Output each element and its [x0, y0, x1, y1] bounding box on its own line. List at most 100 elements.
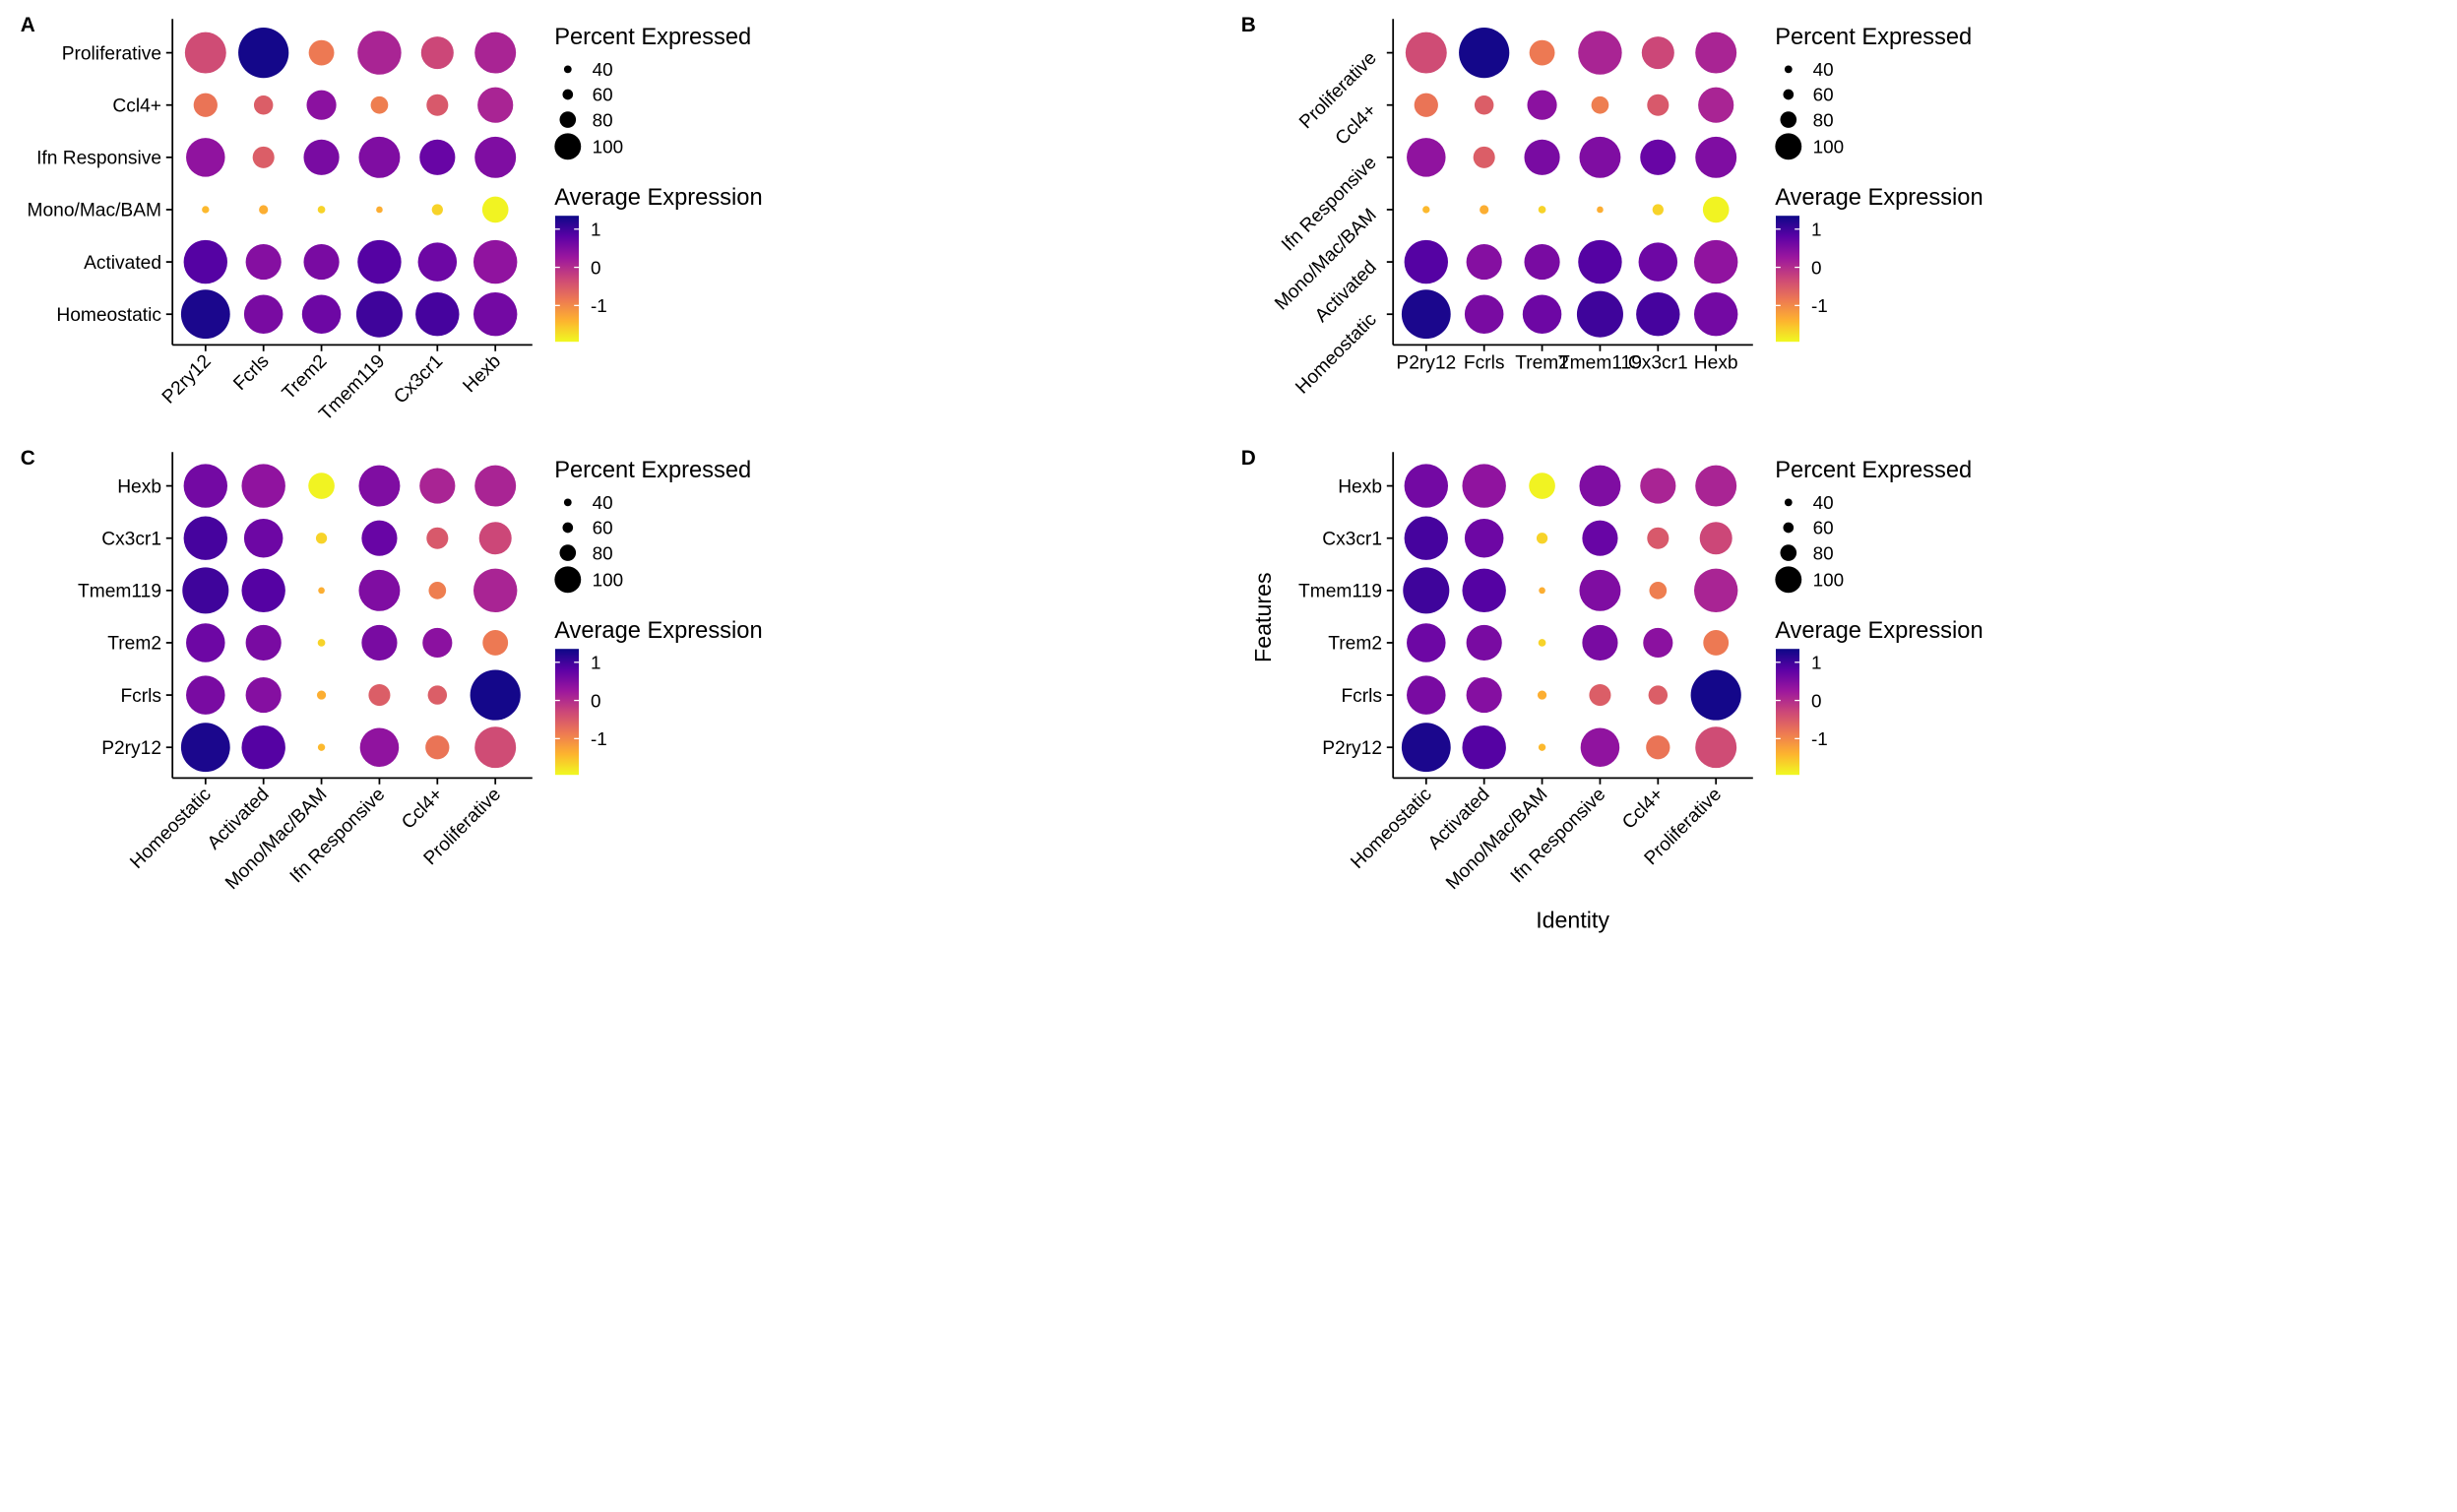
x-tick-label: Fcrls: [1464, 352, 1505, 373]
dot-ccl4-tmem119: [1649, 581, 1668, 599]
x-tick-label: P2ry12: [1396, 352, 1456, 373]
color-legend-label: 1: [1811, 653, 1822, 673]
x-tick-label: Homeostatic: [1347, 784, 1436, 873]
dot-ifn-responsive-tmem119: [1579, 136, 1621, 178]
size-legend-title: Percent Expressed: [1775, 25, 1972, 50]
dot-activated-hexb: [472, 239, 518, 284]
size-legend-label: 100: [1813, 138, 1845, 158]
dot-ifn-responsive-hexb: [474, 136, 517, 178]
y-tick-label: Trem2: [107, 634, 161, 655]
dot-homeostatic-cx3cr1: [183, 516, 228, 560]
dot-ccl4-tmem119: [428, 581, 447, 599]
dot-ccl4-hexb: [477, 87, 514, 123]
dot-activated-trem2: [1524, 244, 1560, 281]
dot-activated-fcrls: [245, 677, 282, 714]
y-tick-label: Activated: [84, 253, 161, 274]
y-tick-label: Hexb: [117, 476, 161, 497]
size-legend-label: 100: [593, 571, 624, 592]
legend: Percent Expressed 40 60 80 100 Average Expres…: [554, 25, 763, 343]
dot-ifn-responsive-tmem119: [1579, 569, 1621, 611]
dot-homeostatic-cx3cr1: [1404, 516, 1449, 560]
dot-mono-mac-bam-hexb: [1529, 472, 1555, 499]
dot-homeostatic-cx3cr1: [415, 291, 460, 337]
dot-mono-mac-bam-trem2: [317, 206, 326, 214]
y-tick-label: Homeostatic: [1292, 309, 1381, 399]
dot-ccl4-trem2: [306, 90, 337, 120]
x-tick-label: Hexb: [460, 351, 506, 398]
dot-mono-mac-bam-trem2: [1538, 639, 1546, 647]
size-legend-key: [562, 89, 574, 100]
dot-activated-fcrls: [245, 244, 282, 281]
size-legend-key: [559, 544, 577, 561]
dot-mono-mac-bam-p2ry12: [202, 206, 210, 214]
dot-mono-mac-bam-hexb: [1702, 196, 1730, 223]
dot-proliferative-fcrls: [1459, 28, 1510, 79]
x-tick-label: Mono/Mac/BAM: [1442, 785, 1551, 894]
dot-ccl4-p2ry12: [1414, 93, 1438, 117]
size-legend-label: 80: [1813, 110, 1834, 131]
dot-mono-mac-bam-tmem119: [318, 587, 325, 595]
y-tick-label: Tmem119: [78, 582, 161, 602]
dot-ccl4-fcrls: [1474, 94, 1494, 115]
dot-ccl4-cx3cr1: [426, 527, 449, 549]
color-legend-label: -1: [1811, 729, 1828, 750]
color-legend-label: 0: [591, 258, 601, 279]
size-legend-label: 80: [1813, 543, 1834, 564]
dot-homeostatic-trem2: [186, 623, 225, 662]
dot-ccl4-cx3cr1: [1647, 94, 1670, 116]
dot-activated-cx3cr1: [1464, 518, 1504, 558]
y-tick-label: Cx3cr1: [101, 529, 161, 549]
dot-homeostatic-trem2: [1522, 294, 1562, 334]
dot-mono-mac-bam-tmem119: [1597, 206, 1604, 214]
y-tick-label: Ccl4+: [112, 95, 161, 116]
dot-proliferative-trem2: [308, 39, 335, 66]
dot-mono-mac-bam-tmem119: [376, 206, 383, 214]
dot-activated-p2ry12: [1404, 239, 1449, 284]
dot-ifn-responsive-cx3cr1: [1640, 139, 1676, 175]
dot-proliferative-hexb: [474, 32, 517, 74]
dot-proliferative-hexb: [1695, 465, 1737, 507]
color-legend-label: 0: [1811, 691, 1822, 712]
dot-ccl4-hexb: [1640, 468, 1676, 504]
dot-homeostatic-tmem119: [355, 290, 403, 338]
dot-activated-hexb: [1462, 464, 1506, 508]
dot-mono-mac-bam-fcrls: [1480, 205, 1489, 215]
dot-proliferative-p2ry12: [1695, 726, 1737, 769]
dot-ifn-responsive-cx3cr1: [361, 520, 398, 556]
dot-homeostatic-fcrls: [186, 675, 225, 715]
dot-ifn-responsive-p2ry12: [359, 727, 400, 767]
size-legend-title: Percent Expressed: [1775, 458, 1972, 483]
y-tick-label: Fcrls: [120, 686, 161, 707]
size-legend-key: [1775, 133, 1802, 160]
dot-activated-p2ry12: [183, 239, 228, 284]
dot-activated-cx3cr1: [417, 242, 458, 282]
size-legend-label: 100: [1813, 571, 1845, 592]
size-legend-key: [554, 133, 582, 160]
dot-ifn-responsive-trem2: [1524, 139, 1560, 175]
dot-ccl4-cx3cr1: [426, 94, 449, 116]
dot-mono-mac-bam-tmem119: [1539, 587, 1545, 595]
y-tick-label: Mono/Mac/BAM: [28, 201, 162, 221]
size-legend-title: Percent Expressed: [554, 25, 751, 50]
dot-proliferative-cx3cr1: [478, 522, 512, 555]
dot-ifn-responsive-tmem119: [358, 569, 401, 611]
dot-ifn-responsive-cx3cr1: [1582, 520, 1618, 556]
color-legend-label: 0: [1811, 258, 1822, 279]
x-tick-label: Mono/Mac/BAM: [221, 785, 331, 894]
x-tick-label: Ccl4+: [398, 785, 447, 834]
size-legend-label: 60: [1813, 86, 1834, 106]
color-legend-label: 1: [591, 220, 601, 240]
dot-activated-tmem119: [357, 239, 402, 284]
dot-ccl4-tmem119: [1591, 95, 1609, 114]
dot-ifn-responsive-hexb: [1579, 465, 1621, 507]
dot-proliferative-fcrls: [470, 669, 521, 721]
dot-ifn-responsive-p2ry12: [1580, 727, 1620, 767]
dot-ccl4-p2ry12: [1646, 735, 1670, 760]
y-tick-label: Proliferative: [62, 43, 161, 64]
dot-ccl4-trem2: [422, 627, 453, 659]
dot-activated-fcrls: [1466, 244, 1502, 281]
size-legend-label: 80: [593, 110, 613, 131]
dot-activated-trem2: [1466, 624, 1502, 662]
dot-homeostatic-cx3cr1: [1636, 291, 1680, 337]
